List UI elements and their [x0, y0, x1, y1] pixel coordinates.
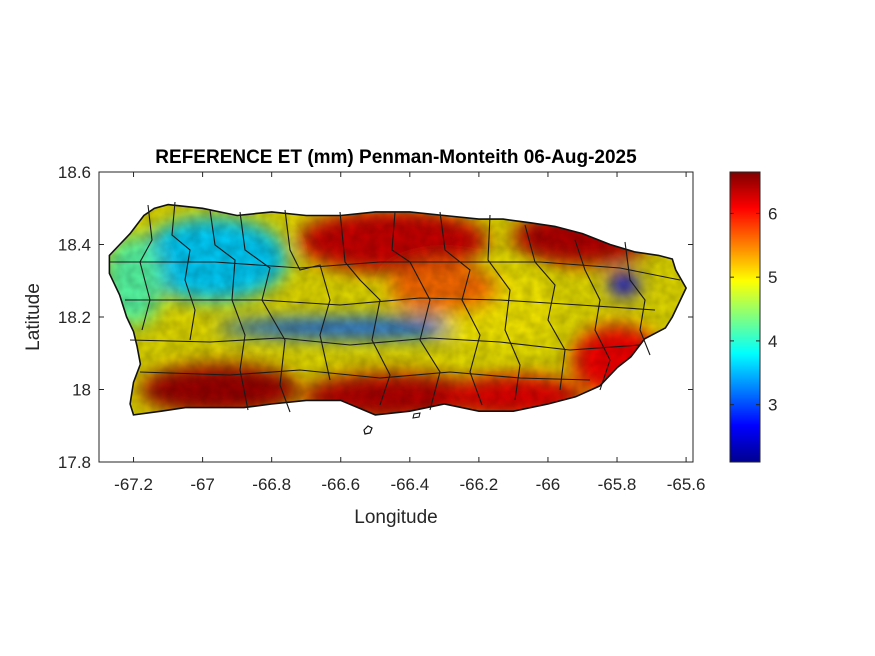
y-tick-label: 18.2: [58, 308, 91, 327]
boundary-line: [439, 211, 483, 406]
y-tick-label: 18.4: [58, 236, 91, 255]
x-tick-label: -67.2: [114, 475, 153, 494]
boundary-line: [125, 297, 656, 311]
y-tick-label: 18: [72, 381, 91, 400]
boundary-line: [284, 209, 331, 381]
colorbar-tick-label: 4: [768, 332, 777, 351]
boundary-line: [487, 214, 521, 401]
y-tick-label: 18.6: [58, 163, 91, 182]
colorbar-tick-label: 3: [768, 396, 777, 415]
colorbar-ticks: 3 4 5 6: [730, 204, 777, 415]
colorbar-tick-label: 6: [768, 204, 777, 223]
x-tick-label: -67: [190, 475, 215, 494]
x-tick-label: -65.8: [598, 475, 637, 494]
y-axis-title: Latitude: [23, 283, 44, 351]
boundary-line: [391, 211, 441, 411]
x-tick-label: -66.8: [252, 475, 291, 494]
boundary-line: [139, 369, 591, 381]
boundary-line: [171, 201, 196, 341]
islet-south: [412, 412, 421, 419]
plot-title: REFERENCE ET (mm) Penman-Monteith 06-Aug…: [155, 147, 637, 168]
island-outline: [108, 203, 688, 416]
x-tick-label: -65.6: [667, 475, 706, 494]
x-tick-label: -66.2: [460, 475, 499, 494]
y-tick-label: 17.8: [58, 453, 91, 472]
boundary-line: [339, 211, 391, 406]
x-tick-label: -66.4: [390, 475, 429, 494]
y-axis: 17.8 18 18.2 18.4 18.6: [58, 163, 693, 472]
x-tick-label: -66: [536, 475, 561, 494]
boundary-line: [129, 337, 641, 351]
colorbar-tick-label: 5: [768, 268, 777, 287]
x-axis: -67.2 -67 -66.8 -66.6 -66.4 -66.2 -66 -65.8 -65.…: [114, 172, 705, 494]
x-axis-title: Longitude: [354, 507, 437, 528]
colorbar: [729, 171, 761, 463]
boundary-line: [624, 241, 651, 356]
boundary-line: [524, 224, 566, 391]
municipal-boundaries: [110, 201, 681, 413]
islet-caja-de-muerto: [363, 425, 373, 435]
boundary-line: [110, 261, 681, 281]
x-tick-label: -66.6: [321, 475, 360, 494]
